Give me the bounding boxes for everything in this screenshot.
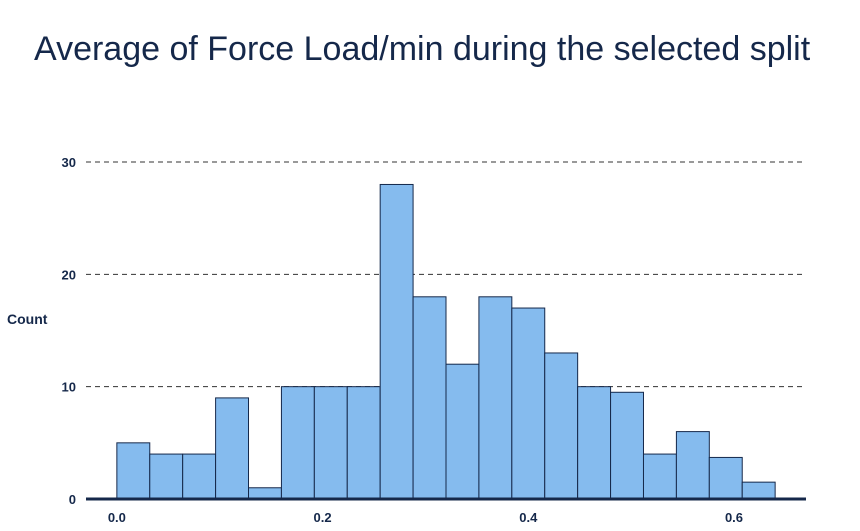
histogram-bar <box>642 453 677 500</box>
x-tick-label: 0.6 <box>725 510 743 525</box>
histogram-bar <box>412 296 447 500</box>
y-tick-label: 20 <box>62 267 76 282</box>
histogram-bar <box>741 481 776 500</box>
x-tick-label: 0.2 <box>314 510 332 525</box>
histogram-bar <box>610 391 644 500</box>
y-tick-label: 30 <box>62 155 76 170</box>
histogram-bar <box>675 431 710 500</box>
histogram-bar <box>280 386 315 500</box>
x-tick-label: 0.0 <box>108 510 126 525</box>
y-tick-label: 10 <box>62 380 76 395</box>
histogram-bar <box>182 453 217 500</box>
chart-title: Average of Force Load/min during the sel… <box>34 30 811 68</box>
x-axis: 0.0 0.2 0.4 0.6 <box>86 497 806 525</box>
histogram-bar <box>708 456 743 500</box>
histogram-bar <box>248 487 282 500</box>
histogram-bar <box>544 352 579 500</box>
y-tick-label: 0 <box>69 492 76 507</box>
histogram-bar <box>346 386 381 500</box>
histogram-bar <box>445 363 480 500</box>
y-axis-label: Count <box>7 311 48 327</box>
histogram-bar <box>116 442 151 500</box>
histogram-bar <box>379 183 414 500</box>
histogram-bar <box>313 386 348 500</box>
histogram-bar <box>149 453 184 500</box>
y-axis: 0 10 20 30 <box>62 155 76 507</box>
histogram-bar <box>577 386 612 500</box>
histogram-bar <box>478 296 513 500</box>
bars <box>116 183 776 500</box>
x-tick-label: 0.4 <box>519 510 538 525</box>
histogram-bar <box>215 397 250 500</box>
histogram-bar <box>511 307 546 500</box>
